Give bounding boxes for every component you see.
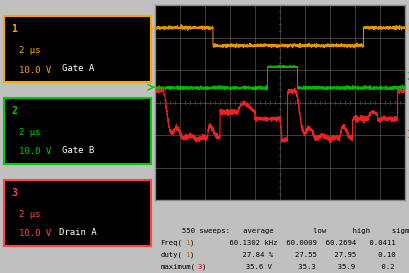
Text: 1: 1: [406, 23, 409, 33]
Text: 3: 3: [406, 130, 409, 140]
Text: 3: 3: [11, 188, 17, 198]
Text: Drain A: Drain A: [59, 228, 97, 237]
Text: 10.0 V: 10.0 V: [19, 147, 51, 156]
Text: 1: 1: [11, 24, 17, 34]
Text: 10.0 V: 10.0 V: [19, 229, 51, 238]
Text: )         35.6 V      35.3     35.9      0.2: ) 35.6 V 35.3 35.9 0.2: [202, 264, 395, 270]
Text: 2 μs: 2 μs: [19, 128, 40, 137]
Text: )           27.84 %     27.55    27.95     0.10: ) 27.84 % 27.55 27.95 0.10: [190, 252, 395, 258]
Text: 2 μs: 2 μs: [19, 46, 40, 55]
Text: 10.0 V: 10.0 V: [19, 66, 51, 75]
Text: 1: 1: [184, 252, 189, 258]
Text: 3: 3: [197, 264, 202, 270]
Text: duty(: duty(: [160, 252, 182, 258]
Text: Gate A: Gate A: [62, 64, 94, 73]
Text: 2: 2: [11, 106, 17, 116]
Text: Gate B: Gate B: [62, 146, 94, 155]
Text: Freq(: Freq(: [160, 240, 182, 246]
Text: 1: 1: [184, 240, 189, 246]
Text: maximum(: maximum(: [160, 264, 196, 270]
Text: )        60.1302 kHz  60.0009  60.2694   0.0411: ) 60.1302 kHz 60.0009 60.2694 0.0411: [190, 240, 395, 246]
Text: 2: 2: [406, 72, 409, 82]
Text: 2 μs: 2 μs: [19, 210, 40, 219]
Text: 550 sweeps:   average         low      high     sigma: 550 sweeps: average low high sigma: [160, 227, 409, 233]
